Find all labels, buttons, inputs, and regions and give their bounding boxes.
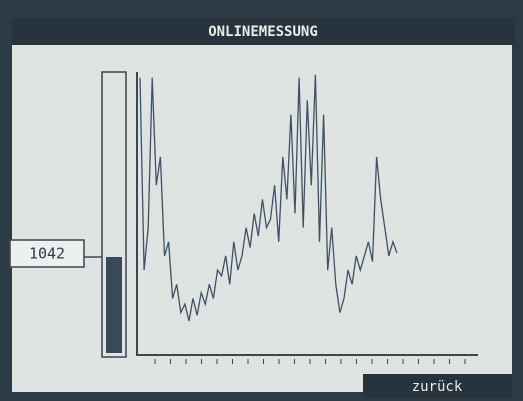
display: [12, 45, 512, 392]
back-button-label[interactable]: zurück: [412, 379, 463, 395]
page: {"header": {"title": "ONLINEMESSUNG"}, "…: [0, 0, 523, 401]
axis-ticks: [155, 359, 465, 364]
title: ONLINEMESSUNG: [208, 24, 318, 40]
screen: ONLINEMESSUNG 1042 zurück: [0, 0, 523, 401]
gauge-value: 1042: [29, 245, 65, 263]
gauge-fill: [106, 257, 122, 353]
